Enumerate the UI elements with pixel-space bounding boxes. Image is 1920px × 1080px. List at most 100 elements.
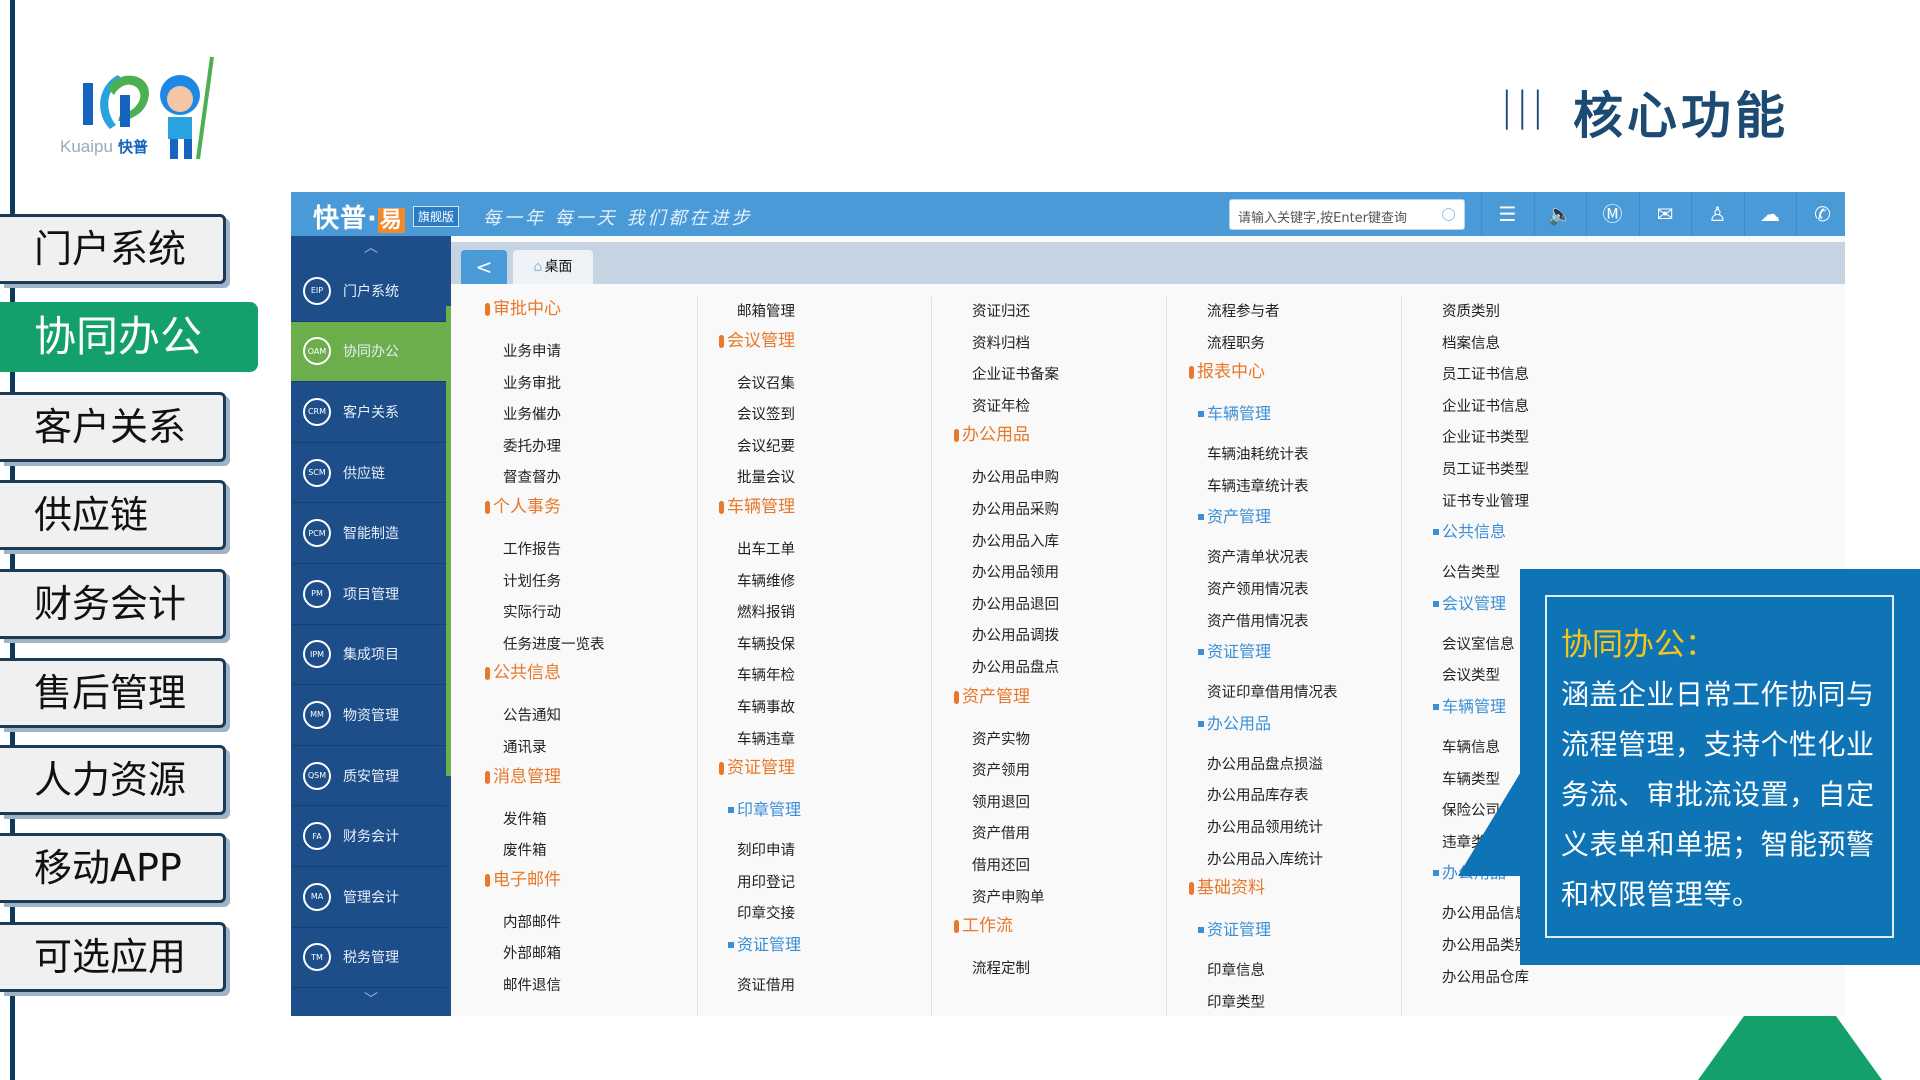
menu-item[interactable]: 印章信息 bbox=[1207, 963, 1265, 980]
left-nav-item[interactable]: 门户系统 bbox=[0, 214, 226, 284]
menu-subheading[interactable]: 资证管理 bbox=[1167, 638, 1401, 678]
left-nav-item[interactable]: 可选应用 bbox=[0, 922, 226, 992]
menu-item[interactable]: 邮件退信 bbox=[503, 977, 561, 994]
menu-item[interactable]: 办公用品盘点 bbox=[972, 659, 1059, 676]
menu-item[interactable]: 资产清单状况表 bbox=[1207, 550, 1309, 567]
menu-item[interactable]: 企业证书信息 bbox=[1442, 398, 1529, 415]
menu-item[interactable]: 办公用品入库统计 bbox=[1207, 851, 1323, 868]
left-nav-item[interactable]: 供应链 bbox=[0, 480, 226, 550]
back-button[interactable]: < bbox=[461, 250, 507, 284]
menu-item[interactable]: 废件箱 bbox=[503, 843, 547, 860]
menu-item[interactable]: 办公用品领用统计 bbox=[1207, 819, 1323, 836]
sidebar-item[interactable]: MM 物资管理 bbox=[291, 685, 446, 746]
menu-item[interactable]: 资产领用情况表 bbox=[1207, 581, 1309, 598]
menu-subheading[interactable]: 车辆管理 bbox=[1402, 693, 1637, 733]
menu-item[interactable]: 办公用品盘点损溢 bbox=[1207, 756, 1323, 773]
menu-item[interactable]: 办公用品退回 bbox=[972, 596, 1059, 613]
menu-item[interactable]: 办公用品库存表 bbox=[1207, 788, 1309, 805]
menu-item[interactable]: 资产借用情况表 bbox=[1207, 613, 1309, 630]
phone-icon[interactable]: ✆ bbox=[1796, 192, 1845, 236]
menu-item[interactable]: 业务审批 bbox=[503, 375, 561, 392]
menu-item[interactable]: 公告通知 bbox=[503, 708, 561, 725]
menu-subheading[interactable]: 印章管理 bbox=[697, 796, 931, 836]
sidebar-item[interactable]: PCM 智能制造 bbox=[291, 503, 446, 564]
menu-item[interactable]: 资产借用 bbox=[972, 826, 1030, 843]
menu-item[interactable]: 实际行动 bbox=[503, 605, 561, 622]
left-nav-item[interactable]: 售后管理 bbox=[0, 658, 226, 728]
sidebar-item[interactable]: MA 管理会计 bbox=[291, 867, 446, 928]
menu-item[interactable]: 办公用品入库 bbox=[972, 533, 1059, 550]
sidebar-item[interactable]: SCM 供应链 bbox=[291, 443, 446, 504]
sidebar-item[interactable]: PM 项目管理 bbox=[291, 564, 446, 625]
menu-item[interactable]: 出车工单 bbox=[737, 541, 795, 558]
sidebar-item[interactable]: QSM 质安管理 bbox=[291, 746, 446, 807]
cloud-icon[interactable]: ☁ bbox=[1743, 192, 1796, 236]
menu-item[interactable]: 委托办理 bbox=[503, 438, 561, 455]
menu-item[interactable]: 员工证书信息 bbox=[1442, 367, 1529, 384]
left-nav-item[interactable]: 人力资源 bbox=[0, 745, 226, 815]
menu-item[interactable]: 办公用品仓库 bbox=[1442, 969, 1529, 986]
menu-item[interactable]: 车辆年检 bbox=[737, 668, 795, 685]
menu-item[interactable]: 通讯录 bbox=[503, 739, 547, 756]
sidebar-item[interactable]: EIP 门户系统 bbox=[291, 261, 446, 322]
menu-item[interactable]: 用印登记 bbox=[737, 874, 795, 891]
menu-item[interactable]: 会议召集 bbox=[737, 375, 795, 392]
menu-subheading[interactable]: 办公用品 bbox=[1167, 710, 1401, 750]
menu-item[interactable]: 车辆违章 bbox=[737, 731, 795, 748]
menu-item[interactable]: 邮箱管理 bbox=[737, 304, 795, 320]
menu-item[interactable]: 督查督办 bbox=[503, 470, 561, 487]
menu-item[interactable]: 车辆类型 bbox=[1442, 771, 1500, 788]
menu-item[interactable]: 资产申购单 bbox=[972, 889, 1045, 906]
menu-item[interactable]: 资质类别 bbox=[1442, 304, 1500, 320]
sidebar-scrollbar[interactable] bbox=[446, 306, 451, 776]
menu-item[interactable]: 办公用品调拨 bbox=[972, 628, 1059, 645]
menu-item[interactable]: 员工证书类型 bbox=[1442, 461, 1529, 478]
menu-subheading[interactable]: 车辆管理 bbox=[1167, 400, 1401, 440]
menu-item[interactable]: 证书专业管理 bbox=[1442, 493, 1529, 510]
menu-item[interactable]: 计划任务 bbox=[503, 573, 561, 590]
menu-item[interactable]: 资证年检 bbox=[972, 398, 1030, 415]
menu-item[interactable]: 企业证书类型 bbox=[1442, 430, 1529, 447]
menu-item[interactable]: 资证归还 bbox=[972, 304, 1030, 320]
menu-item[interactable]: 工作报告 bbox=[503, 541, 561, 558]
sidebar-item[interactable]: TM 税务管理 bbox=[291, 928, 446, 989]
menu-item[interactable]: 业务催办 bbox=[503, 407, 561, 424]
menu-item[interactable]: 办公用品信息 bbox=[1442, 906, 1529, 923]
menu-item[interactable]: 公告类型 bbox=[1442, 565, 1500, 582]
menu-subheading[interactable]: 会议管理 bbox=[1402, 590, 1637, 630]
sidebar-item[interactable]: CRM 客户关系 bbox=[291, 382, 446, 443]
menu-item[interactable]: 办公用品领用 bbox=[972, 565, 1059, 582]
menu-item[interactable]: 资产实物 bbox=[972, 731, 1030, 748]
menu-item[interactable]: 车辆事故 bbox=[737, 699, 795, 716]
scroll-down-icon[interactable]: ﹀ bbox=[364, 992, 378, 1009]
menu-item[interactable]: 保险公司 bbox=[1442, 803, 1500, 820]
menu-item[interactable]: 印章类型 bbox=[1207, 994, 1265, 1011]
left-nav-item[interactable]: 财务会计 bbox=[0, 569, 226, 639]
menu-item[interactable]: 车辆油耗统计表 bbox=[1207, 447, 1309, 464]
search-input[interactable]: 请输入关键字,按Enter键查询 ○ bbox=[1229, 199, 1465, 230]
menu-item[interactable]: 业务申请 bbox=[503, 344, 561, 360]
mail-icon[interactable]: ✉ bbox=[1638, 192, 1691, 236]
speaker-icon[interactable]: 🔈 bbox=[1533, 192, 1586, 236]
menu-subheading[interactable]: 资证管理 bbox=[1167, 916, 1401, 956]
menu-item[interactable]: 流程定制 bbox=[972, 961, 1030, 978]
sidebar-item[interactable]: FA 财务会计 bbox=[291, 806, 446, 867]
menu-item[interactable]: 刻印申请 bbox=[737, 843, 795, 860]
menu-item[interactable]: 企业证书备案 bbox=[972, 367, 1059, 384]
menu-item[interactable]: 办公用品采购 bbox=[972, 501, 1059, 518]
menu-item[interactable]: 会议类型 bbox=[1442, 668, 1500, 685]
menu-item[interactable]: 领用退回 bbox=[972, 794, 1030, 811]
menu-item[interactable]: 车辆违章统计表 bbox=[1207, 478, 1309, 495]
menu-item[interactable]: 办公用品类别 bbox=[1442, 937, 1529, 954]
menu-item[interactable]: 车辆维修 bbox=[737, 573, 795, 590]
menu-item[interactable]: 车辆信息 bbox=[1442, 739, 1500, 756]
menu-item[interactable]: 燃料报销 bbox=[737, 605, 795, 622]
menu-subheading[interactable]: 资产管理 bbox=[1167, 503, 1401, 543]
menu-item[interactable]: 资产领用 bbox=[972, 763, 1030, 780]
menu-item[interactable]: 档案信息 bbox=[1442, 335, 1500, 352]
left-nav-item[interactable]: 移动APP bbox=[0, 833, 226, 903]
menu-item[interactable]: 印章交接 bbox=[737, 906, 795, 923]
user-icon[interactable]: ♙ bbox=[1691, 192, 1743, 236]
menu-item[interactable]: 流程参与者 bbox=[1207, 304, 1280, 320]
scroll-up-icon[interactable]: ︿ bbox=[364, 240, 378, 256]
